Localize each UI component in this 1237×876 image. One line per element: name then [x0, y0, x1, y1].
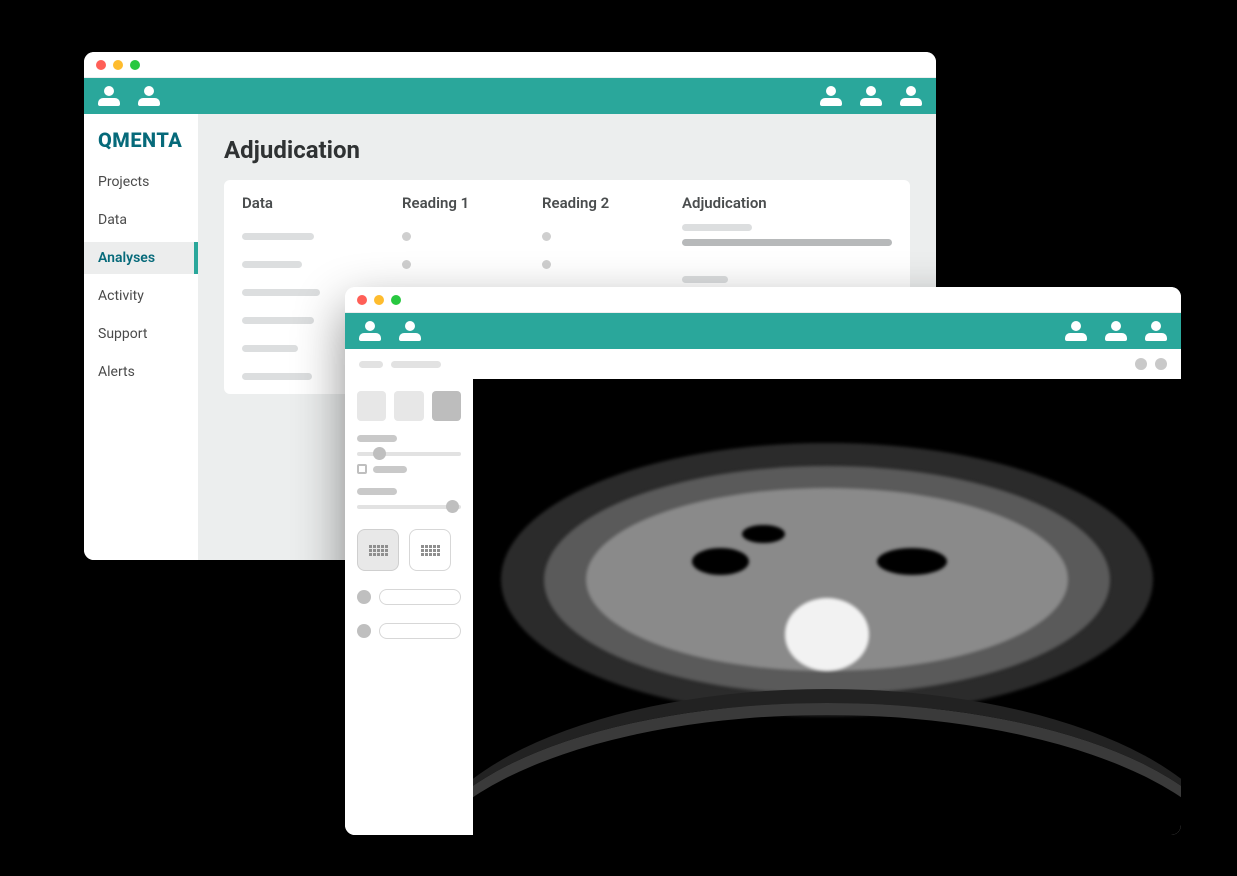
toggle[interactable]	[357, 624, 371, 638]
placeholder-label	[373, 466, 407, 473]
view-mode-button[interactable]	[394, 391, 423, 421]
view-mode-button[interactable]	[432, 391, 461, 421]
slider-thumb[interactable]	[446, 500, 459, 513]
placeholder-bar	[242, 373, 312, 380]
placeholder-label	[357, 435, 397, 442]
titlebar	[84, 52, 936, 78]
sidebar-item-support[interactable]: Support	[84, 318, 198, 350]
sidebar-item-alerts[interactable]: Alerts	[84, 356, 198, 388]
toggle-label-pill	[379, 623, 461, 639]
status-dot-icon	[402, 260, 411, 269]
scan-viewport[interactable]	[473, 379, 1181, 835]
traffic-close-icon[interactable]	[96, 60, 106, 70]
toggle[interactable]	[357, 590, 371, 604]
user-icon[interactable]	[1065, 321, 1087, 341]
slider-1[interactable]	[357, 452, 461, 456]
top-toolbar	[345, 313, 1181, 349]
sidebar-item-projects[interactable]: Projects	[84, 166, 198, 198]
traffic-close-icon[interactable]	[357, 295, 367, 305]
ct-scanner-table	[473, 689, 1181, 835]
user-icon[interactable]	[1145, 321, 1167, 341]
user-icon[interactable]	[399, 321, 421, 341]
placeholder-bar	[242, 345, 298, 352]
layout-grid-button[interactable]	[409, 529, 451, 571]
slider-2[interactable]	[357, 505, 461, 509]
ct-layer	[742, 525, 784, 543]
user-icon[interactable]	[1105, 321, 1127, 341]
slider-thumb[interactable]	[373, 447, 386, 460]
table-row[interactable]	[242, 222, 682, 250]
placeholder-bar	[242, 317, 314, 324]
layout-grid-button[interactable]	[357, 529, 399, 571]
table-row[interactable]	[242, 250, 682, 278]
placeholder-bar	[682, 239, 892, 246]
sidebar-item-data[interactable]: Data	[84, 204, 198, 236]
col-header-r1: Reading 1	[402, 194, 542, 212]
grid-icon	[421, 545, 440, 556]
placeholder-bar	[682, 224, 752, 231]
col-header-data: Data	[242, 194, 402, 212]
checkbox[interactable]	[357, 464, 367, 474]
placeholder-bar	[242, 233, 314, 240]
toggle-label-pill	[379, 589, 461, 605]
user-icon[interactable]	[900, 86, 922, 106]
traffic-minimize-icon[interactable]	[374, 295, 384, 305]
placeholder-bar	[242, 261, 302, 268]
user-icon[interactable]	[138, 86, 160, 106]
traffic-zoom-icon[interactable]	[130, 60, 140, 70]
col-header-r2: Reading 2	[542, 194, 682, 212]
traffic-zoom-icon[interactable]	[391, 295, 401, 305]
placeholder-bar	[242, 289, 320, 296]
ct-layer	[692, 548, 749, 575]
status-dot-icon	[542, 232, 551, 241]
placeholder-bar	[391, 361, 441, 368]
user-icon[interactable]	[98, 86, 120, 106]
placeholder-bar	[682, 276, 728, 283]
view-mode-button[interactable]	[357, 391, 386, 421]
sidebar: QMENTA Projects Data Analyses Activity Suppo…	[84, 114, 198, 560]
tool-panel	[345, 379, 473, 835]
traffic-minimize-icon[interactable]	[113, 60, 123, 70]
user-icon[interactable]	[860, 86, 882, 106]
user-icon[interactable]	[359, 321, 381, 341]
status-dot-icon	[402, 232, 411, 241]
status-dot-icon	[542, 260, 551, 269]
status-dot-icon[interactable]	[1155, 358, 1167, 370]
status-dot-icon[interactable]	[1135, 358, 1147, 370]
user-icon[interactable]	[820, 86, 842, 106]
sidebar-item-analyses[interactable]: Analyses	[84, 242, 198, 274]
col-header-adj: Adjudication	[682, 194, 892, 212]
sub-toolbar	[345, 349, 1181, 379]
grid-icon	[369, 545, 388, 556]
ct-layer	[877, 548, 948, 575]
window-viewer	[345, 287, 1181, 835]
sidebar-item-activity[interactable]: Activity	[84, 280, 198, 312]
placeholder-label	[357, 488, 397, 495]
page-title: Adjudication	[224, 136, 910, 164]
ct-layer	[785, 598, 870, 671]
titlebar	[345, 287, 1181, 313]
placeholder-bar	[359, 361, 383, 368]
top-toolbar	[84, 78, 936, 114]
brand-logo: QMENTA	[84, 128, 198, 166]
